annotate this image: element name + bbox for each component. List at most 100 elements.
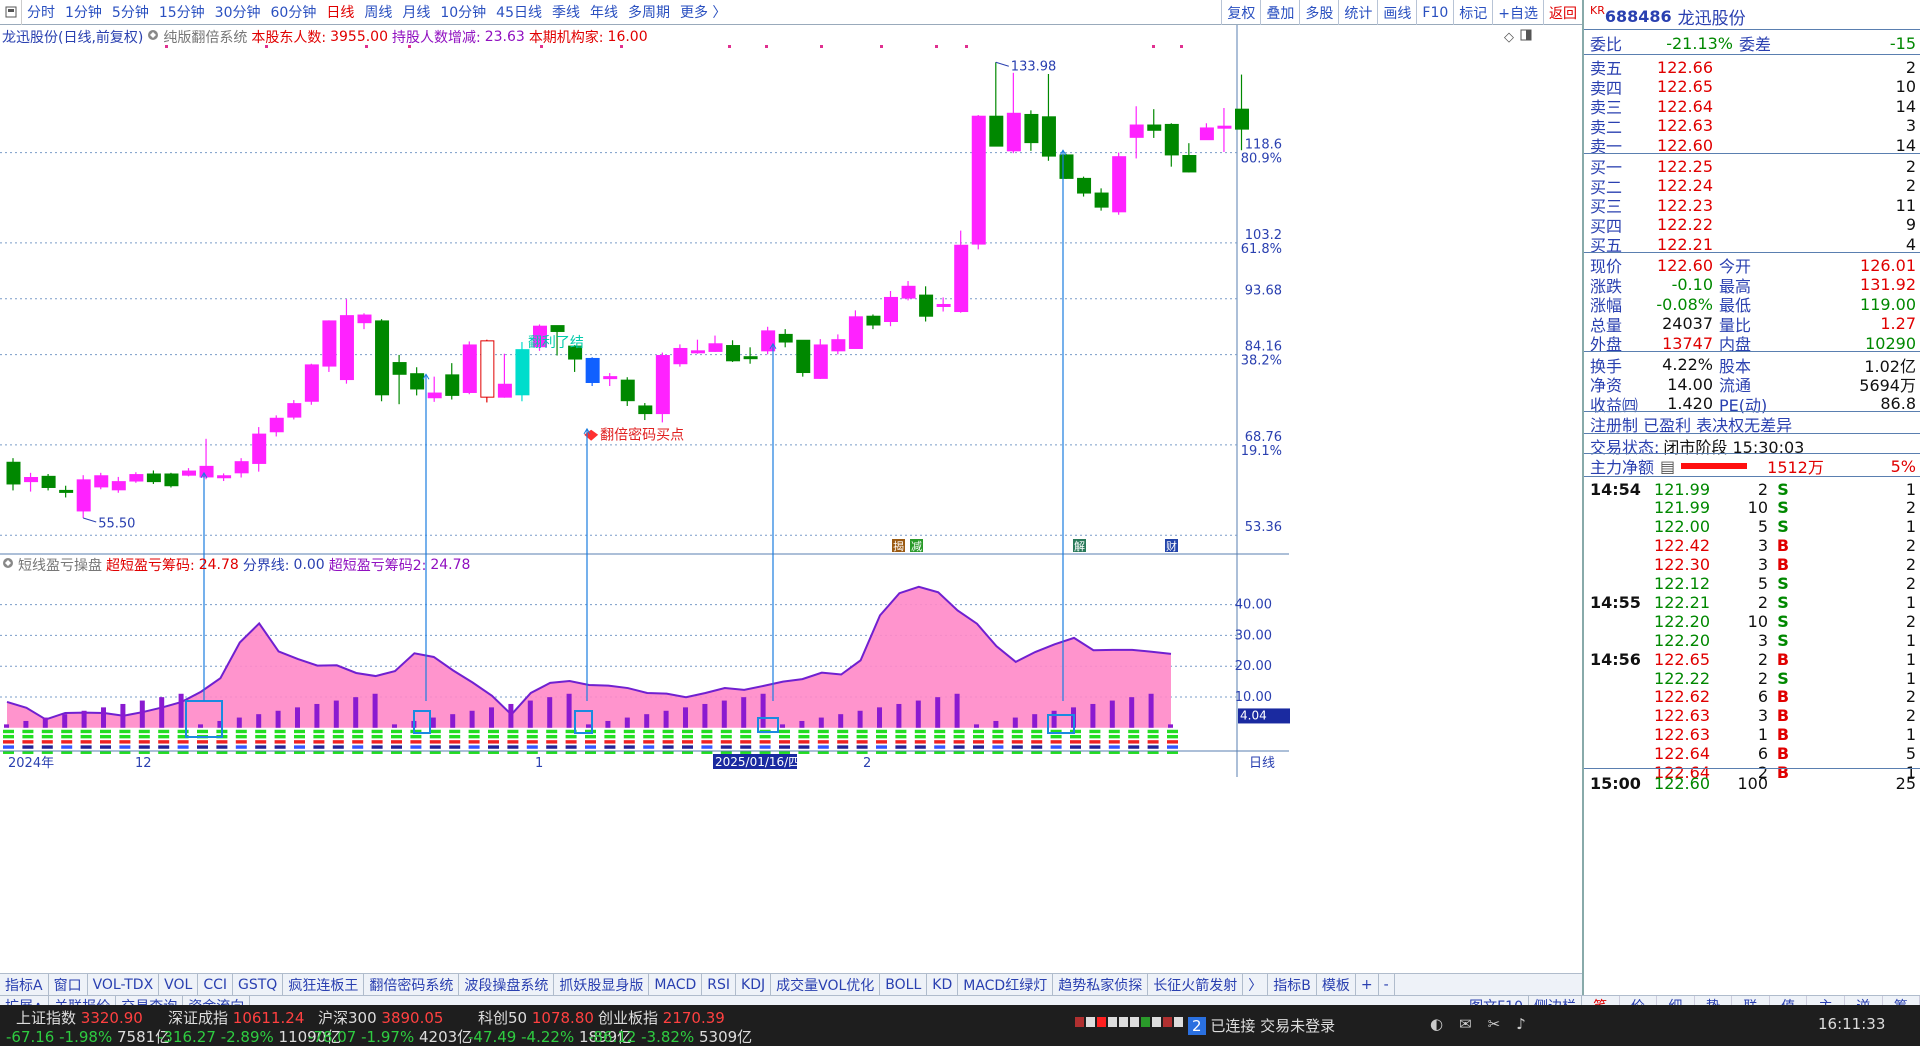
period-4[interactable]: 30分钟 — [214, 5, 261, 21]
sub-indicator-icon[interactable] — [2, 557, 14, 573]
tool-button-6[interactable]: 标记 — [1453, 0, 1492, 25]
period-0[interactable]: 分时 — [27, 5, 55, 21]
candle-body — [129, 474, 144, 482]
window-menu-icon[interactable] — [0, 0, 22, 25]
indicator-tab-18[interactable]: 长征火箭发射 — [1148, 973, 1244, 996]
signal-dash — [429, 745, 441, 749]
indicator-tab-13[interactable]: 成交量VOL优化 — [771, 973, 881, 996]
signal-dash — [643, 734, 655, 739]
signal-dash — [643, 729, 655, 734]
index-change: -67.16 -1.98% 7581亿 — [6, 1028, 171, 1046]
tick-row: 122.64 2 B 1 — [1654, 763, 1916, 782]
period-8[interactable]: 月线 — [402, 5, 431, 21]
connection-status[interactable]: 2 已连接 交易未登录 — [1188, 1015, 1335, 1036]
indicator-tab-3[interactable]: VOL — [159, 973, 199, 996]
tool-button-4[interactable]: 画线 — [1377, 0, 1416, 25]
indicator-tab-8[interactable]: 波段操盘系统 — [459, 973, 555, 996]
sub-bar — [430, 717, 436, 728]
index-quote[interactable]: 创业板指 2170.39 — [598, 1009, 725, 1027]
tool-button-7[interactable]: +自选 — [1492, 0, 1543, 25]
period-11[interactable]: 季线 — [551, 5, 580, 21]
tool-button-3[interactable]: 统计 — [1338, 0, 1377, 25]
diamond-icon[interactable]: ◇ — [1504, 30, 1514, 45]
indicator-tab-16[interactable]: MACD红绿灯 — [958, 973, 1054, 996]
period-5[interactable]: 60分钟 — [270, 5, 317, 21]
indicator-tab-20[interactable]: 指标B — [1268, 973, 1317, 996]
price-tick-label: 103.2 — [1245, 228, 1282, 243]
bid-row: 买三 122.23 11 — [1590, 195, 1916, 217]
signal-dash — [235, 729, 247, 734]
quote-icon[interactable]: ◐ — [1430, 1015, 1444, 1033]
event-badge-label: 减 — [911, 540, 922, 553]
signal-dash — [604, 729, 616, 734]
candle-body — [866, 315, 881, 326]
event-badge — [892, 539, 905, 552]
stat-row: 外盘 13747 内盘 10290 — [1590, 333, 1916, 355]
signal-dash — [216, 745, 228, 749]
signal-dash — [546, 734, 558, 739]
signal-dash — [468, 734, 480, 739]
tick-row: 122.22 2 S 1 — [1654, 668, 1916, 688]
signal-dash — [1050, 745, 1062, 749]
tool-button-2[interactable]: 多股 — [1299, 0, 1338, 25]
candle-body — [673, 347, 688, 365]
period-1[interactable]: 1分钟 — [65, 5, 102, 21]
period-10[interactable]: 45日线 — [496, 5, 542, 21]
signal-dash — [1108, 734, 1120, 739]
signal-dash — [876, 745, 887, 749]
indicator-tab-11[interactable]: RSI — [702, 973, 737, 996]
indicator-tab-1[interactable]: 窗口 — [49, 973, 88, 996]
indicator-tab-5[interactable]: GSTQ — [233, 973, 284, 996]
indicator-tab-17[interactable]: 趋势私家侦探 — [1053, 973, 1149, 996]
signal-dash — [682, 750, 693, 754]
tool-button-5[interactable]: F10 — [1416, 0, 1453, 25]
index-change: -47.49 -4.22% 1899亿 — [468, 1028, 633, 1046]
bell-icon[interactable]: ♪ — [1516, 1015, 1526, 1033]
period-14[interactable]: 更多 〉 — [679, 5, 727, 21]
indicator-tab-23[interactable]: - — [1379, 973, 1395, 996]
index-quote[interactable]: 上证指数 3320.90 — [16, 1009, 143, 1027]
period-12[interactable]: 年线 — [589, 5, 618, 21]
period-6[interactable]: 日线 — [326, 5, 355, 21]
indicator-tab-12[interactable]: KDJ — [736, 973, 772, 996]
period-13[interactable]: 多周期 — [627, 5, 670, 21]
tick-row: 122.42 3 B 2 — [1654, 536, 1916, 556]
indicator-tab-9[interactable]: 抓妖股显身版 — [554, 973, 650, 996]
indicator-tab-2[interactable]: VOL-TDX — [88, 973, 160, 996]
indicator-tab-7[interactable]: 翻倍密码系统 — [364, 973, 460, 996]
signal-dash — [391, 729, 402, 734]
index-quote[interactable]: 沪深300 3890.05 — [318, 1009, 444, 1027]
tools-icon[interactable]: ✂ — [1487, 1015, 1501, 1033]
signal-dash — [294, 734, 305, 739]
period-7[interactable]: 周线 — [364, 5, 393, 21]
index-quote[interactable]: 科创50 1078.80 — [478, 1009, 594, 1027]
sub-bar — [333, 700, 339, 728]
clock: 16:11:33 — [1818, 1015, 1886, 1033]
index-quote[interactable]: 深证成指 10611.24 — [168, 1009, 305, 1027]
signal-dash — [177, 740, 189, 744]
indicator-tab-4[interactable]: CCI — [198, 973, 234, 996]
indicator-tab-15[interactable]: KD — [927, 973, 959, 996]
indicator-tab-22[interactable]: + — [1356, 973, 1379, 996]
indicator-tab-21[interactable]: 模板 — [1317, 973, 1356, 996]
tool-button-8[interactable]: 返回 — [1543, 0, 1582, 25]
period-9[interactable]: 10分钟 — [440, 5, 487, 21]
period-2[interactable]: 5分钟 — [111, 5, 149, 21]
candle-body — [6, 461, 21, 485]
sub-tick-label: 20.00 — [1235, 659, 1272, 674]
indicator-tab-10[interactable]: MACD — [649, 973, 703, 996]
signal-dot — [935, 45, 938, 48]
indicator-tab-0[interactable]: 指标A — [0, 973, 49, 996]
tool-button-1[interactable]: 叠加 — [1260, 0, 1299, 25]
panel-toggle-icon[interactable] — [1520, 29, 1532, 44]
message-icon[interactable]: ✉ — [1459, 1015, 1472, 1033]
tool-button-0[interactable]: 复权 — [1221, 0, 1260, 25]
holders-inc-label: 持股人数增减: — [392, 30, 481, 46]
indicator-tab-14[interactable]: BOLL — [880, 973, 928, 996]
period-3[interactable]: 15分钟 — [158, 5, 205, 21]
indicator-tab-19[interactable]: 〉 — [1243, 973, 1269, 996]
signal-dash — [41, 740, 53, 744]
indicator-tab-6[interactable]: 疯狂连板王 — [283, 973, 365, 996]
indicator-icon[interactable] — [147, 29, 159, 45]
